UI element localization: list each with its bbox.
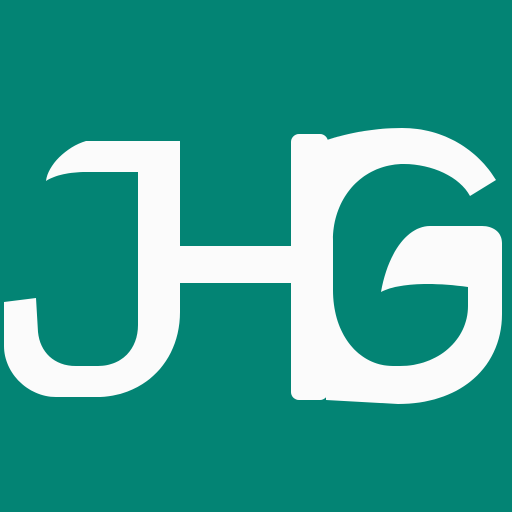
logo-monogram [4, 128, 502, 404]
letter-h-crossbar [176, 246, 294, 283]
letter-g-glyph [324, 128, 502, 404]
letter-j-glyph [4, 141, 180, 397]
letter-h-right-stem [291, 134, 328, 400]
